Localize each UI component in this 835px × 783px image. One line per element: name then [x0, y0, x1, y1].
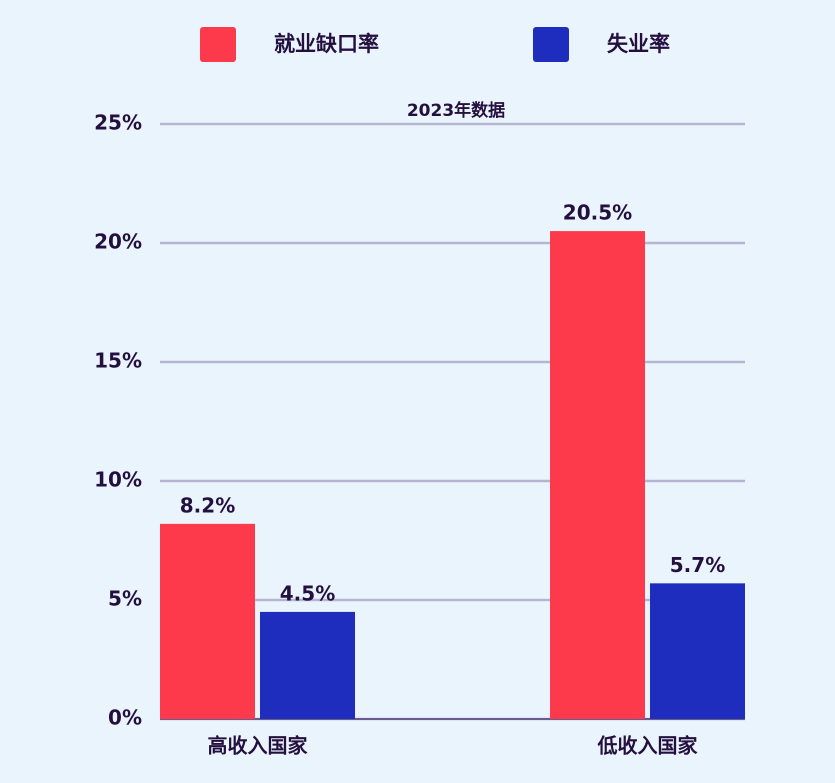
- bar: [160, 523, 255, 719]
- y-tick-label: 10%: [94, 468, 142, 492]
- x-tick-label: 低收入国家: [597, 734, 699, 758]
- legend-swatch: [200, 27, 236, 62]
- y-tick-label: 0%: [108, 706, 142, 730]
- y-tick-label: 15%: [94, 349, 142, 373]
- value-label: 20.5%: [563, 201, 632, 225]
- y-tick-label: 20%: [94, 230, 142, 254]
- bar: [650, 583, 745, 719]
- bar: [260, 611, 355, 719]
- value-label: 8.2%: [180, 493, 235, 517]
- y-tick-label: 5%: [108, 587, 142, 611]
- value-label: 4.5%: [280, 581, 335, 605]
- legend-swatch: [533, 27, 569, 62]
- legend-label: 就业缺口率: [274, 32, 379, 56]
- value-label: 5.7%: [670, 553, 725, 577]
- bar: [550, 231, 645, 719]
- legend-label: 失业率: [607, 32, 670, 56]
- y-tick-label: 25%: [94, 111, 142, 135]
- x-tick-label: 高收入国家: [208, 734, 309, 758]
- chart-subtitle: 2023年数据: [407, 100, 505, 121]
